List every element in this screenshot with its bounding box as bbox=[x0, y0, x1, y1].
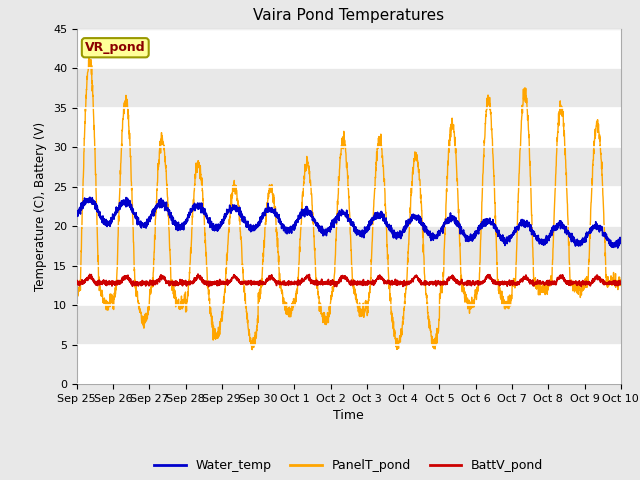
X-axis label: Time: Time bbox=[333, 409, 364, 422]
Bar bbox=[77, 147, 621, 187]
Text: VR_pond: VR_pond bbox=[85, 41, 145, 54]
Legend: Water_temp, PanelT_pond, BattV_pond: Water_temp, PanelT_pond, BattV_pond bbox=[149, 454, 548, 477]
Y-axis label: Temperature (C), Battery (V): Temperature (C), Battery (V) bbox=[35, 122, 47, 291]
Bar bbox=[77, 68, 621, 108]
Bar bbox=[77, 305, 621, 345]
Title: Vaira Pond Temperatures: Vaira Pond Temperatures bbox=[253, 9, 444, 24]
Bar bbox=[77, 0, 621, 29]
Bar bbox=[77, 226, 621, 265]
